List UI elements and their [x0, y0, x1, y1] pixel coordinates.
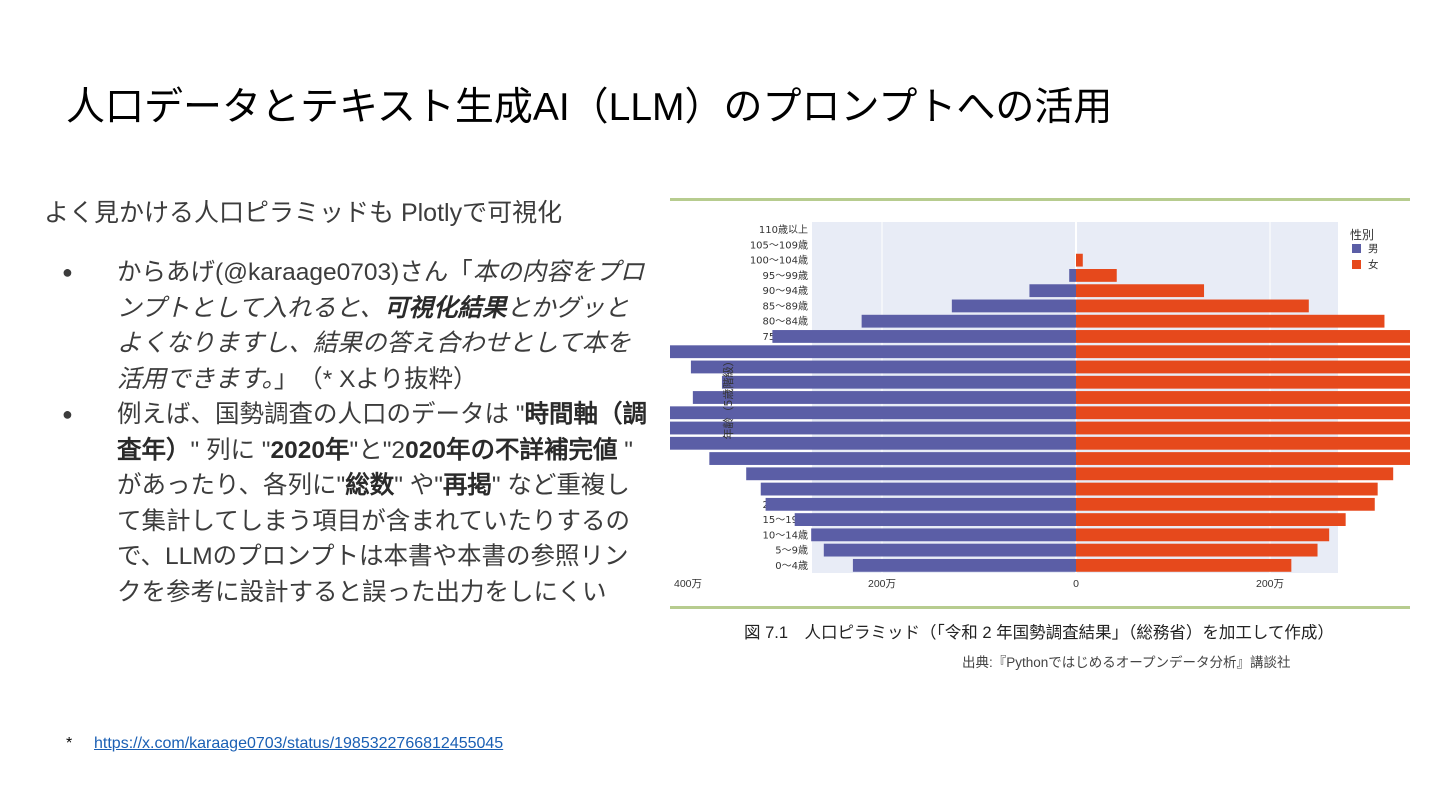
bar-female	[1076, 452, 1410, 465]
bar-male	[709, 452, 1076, 465]
figure-top-rule	[670, 198, 1410, 201]
y-tick-label: 105～109歳	[750, 239, 808, 251]
x-tick-label: 200万	[1256, 578, 1284, 590]
figure-source: 出典:『Pythonではじめるオープンデータ分析』講談社	[962, 655, 1291, 670]
bar-male	[670, 345, 1076, 359]
bar-male	[670, 421, 1076, 435]
bar-female	[1076, 375, 1410, 389]
legend-swatch	[1352, 244, 1361, 253]
bar-male	[670, 436, 1076, 450]
quote-text-plain: からあげ(@karaage0703)さん「	[117, 259, 473, 286]
bar-female	[1076, 421, 1410, 435]
legend-label: 男	[1368, 243, 1379, 255]
example-text: 例えば、国勢調査の人口のデータは "	[117, 401, 525, 428]
slide-subtitle: よく見かける人口ピラミッドも Plotlyで可視化	[44, 199, 563, 227]
footnote-link[interactable]: https://x.com/karaage0703/status/1985322…	[94, 735, 504, 752]
bullet-dot-icon: ●	[62, 262, 73, 282]
bar-female	[1076, 330, 1410, 343]
x-tick-label: 0	[1073, 578, 1079, 590]
bar-male	[765, 497, 1076, 511]
bar-male	[811, 528, 1076, 542]
x-tick-label: 200万	[868, 578, 896, 590]
bar-female	[1076, 345, 1410, 359]
bar-male	[746, 467, 1076, 481]
bar-female	[1076, 253, 1083, 267]
bar-male	[690, 360, 1076, 374]
example-bold: 総数	[345, 472, 395, 499]
bar-male	[760, 482, 1076, 496]
quote-text-italic: 本の内容をプロンプトとして入れると、	[117, 259, 645, 322]
y-tick-label: 110歳以上	[759, 224, 808, 236]
bar-female	[1076, 406, 1410, 420]
example-bold: 2020年	[270, 436, 350, 464]
y-axis-label: 年齢（5歳階級）	[721, 356, 735, 440]
bar-male	[721, 375, 1076, 389]
y-tick-label: 90～94歳	[763, 285, 808, 297]
bar-male	[823, 543, 1076, 557]
footnote: * https://x.com/karaage0703/status/198532…	[66, 734, 503, 754]
bar-male	[861, 314, 1076, 328]
bar-female	[1076, 269, 1117, 282]
bar-female	[1076, 360, 1410, 374]
example-text: " があったり、各列に"	[117, 436, 633, 500]
bar-male	[1069, 269, 1076, 282]
y-tick-label: 10～14歳	[763, 529, 808, 541]
quote-text-bold: 可視化結果	[384, 294, 507, 322]
bar-female	[1076, 299, 1309, 313]
bar-female	[1076, 482, 1378, 496]
y-tick-label: 100～104歳	[750, 255, 808, 267]
quote-text-italic-2: とかグッとよくなりますし、結果の答え合わせとして本を活用できます。	[117, 294, 631, 393]
example-text: "と"2	[349, 436, 406, 464]
bar-male	[692, 391, 1076, 404]
bullet-item-example: ● 例えば、国勢調査の人口のデータは "時間軸（調査年）" 列に "2020年"…	[60, 397, 650, 610]
example-bold: 時間軸（調査年）	[117, 401, 648, 464]
example-text: " など重複して集計してしまう項目が含まれていたりするので、LLMのプロンプトは…	[117, 472, 631, 606]
y-tick-label: 80～84歳	[763, 316, 808, 328]
bar-male	[852, 558, 1076, 572]
bullet-dot-icon: ●	[62, 404, 73, 424]
legend-label: 女	[1368, 258, 1379, 271]
example-text: " 列に "	[190, 436, 271, 464]
bullet-list: ● からあげ(@karaage0703)さん「本の内容をプロンプトとして入れると…	[60, 255, 650, 610]
bar-female	[1076, 436, 1410, 450]
legend-swatch	[1352, 260, 1361, 269]
bar-female	[1076, 284, 1205, 298]
bar-male	[670, 406, 1076, 420]
bar-male	[951, 299, 1076, 313]
bar-male	[1029, 284, 1076, 298]
figure-caption: 図 7.1 人口ピラミッド（「令和 2 年国勢調査結果」（総務省）を加工して作成…	[744, 624, 1334, 642]
bar-female	[1076, 513, 1346, 526]
y-tick-label: 0～4歳	[775, 560, 808, 572]
slide-title: 人口データとテキスト生成AI（LLM）のプロンプトへの活用	[66, 86, 1113, 129]
legend-title: 性別	[1350, 228, 1374, 242]
bar-female	[1076, 528, 1330, 542]
figure-bottom-rule	[670, 606, 1410, 609]
y-tick-label: 5～9歳	[775, 545, 808, 557]
footnote-mark: *	[66, 735, 73, 752]
quote-text-source: 」 （* Xより抜粋）	[273, 365, 478, 393]
bar-female	[1076, 391, 1410, 404]
bullet-item-quote: ● からあげ(@karaage0703)さん「本の内容をプロンプトとして入れると…	[60, 255, 650, 397]
x-tick-label: 400万	[674, 578, 702, 590]
bar-female	[1076, 497, 1375, 511]
y-tick-label: 95～99歳	[763, 270, 808, 282]
y-tick-label: 85～89歳	[763, 300, 808, 312]
example-bold: 020年の不詳補完値	[405, 436, 618, 464]
population-pyramid-figure: 400万200万0200万400万0～4歳5～9歳10～14歳15～19歳20～…	[670, 198, 1410, 610]
bar-male	[794, 513, 1076, 526]
bar-female	[1076, 558, 1292, 572]
bar-male	[772, 330, 1076, 343]
bar-female	[1076, 467, 1394, 481]
bar-female	[1076, 543, 1318, 557]
example-bold: 再掲	[442, 472, 492, 499]
bar-female	[1076, 314, 1385, 328]
example-text: " や"	[394, 472, 443, 499]
population-pyramid-chart: 400万200万0200万400万0～4歳5～9歳10～14歳15～19歳20～…	[670, 222, 1410, 590]
